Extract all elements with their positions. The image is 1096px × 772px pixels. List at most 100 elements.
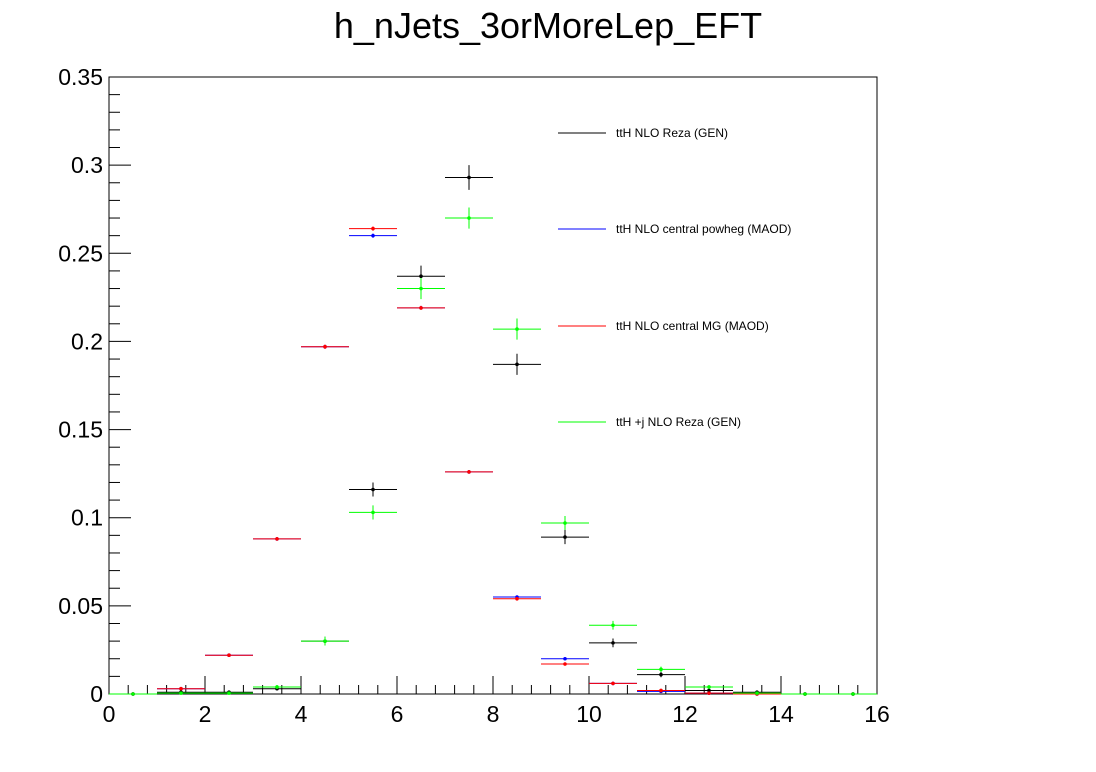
- legend-label: ttH NLO central powheg (MAOD): [616, 222, 791, 236]
- marker: [371, 510, 375, 515]
- series-3: [109, 226, 877, 696]
- marker: [851, 692, 855, 696]
- legend-item: ttH NLO central MG (MAOD): [558, 319, 769, 333]
- marker: [227, 653, 231, 658]
- x-tick-label: 2: [199, 701, 212, 727]
- legend-label: ttH NLO central MG (MAOD): [616, 319, 769, 333]
- data-point: [493, 597, 541, 601]
- series-1: [109, 165, 877, 696]
- marker: [803, 692, 807, 696]
- y-tick-label: 0.25: [58, 240, 103, 266]
- data-point: [157, 691, 205, 695]
- data-point: [445, 165, 493, 190]
- marker: [755, 691, 759, 695]
- x-axis: 0 2 4 6 8 10 12 14 16: [103, 676, 890, 727]
- marker: [707, 691, 711, 695]
- marker: [707, 685, 711, 689]
- data-point: [589, 681, 637, 686]
- marker: [563, 535, 567, 539]
- series-layer: [109, 165, 877, 696]
- data-point: [637, 666, 685, 672]
- marker: [659, 688, 663, 693]
- data-point: [493, 318, 541, 340]
- data-point: [253, 685, 301, 689]
- marker: [275, 685, 279, 689]
- data-point: [589, 638, 637, 648]
- data-point: [541, 530, 589, 545]
- data-point: [445, 470, 493, 474]
- y-axis: 0 0.05 0.1 0.15 0.2 0.25 0.3 0.35: [58, 64, 131, 707]
- x-tick-label: 6: [391, 701, 404, 727]
- data-point: [205, 691, 253, 695]
- data-point: [301, 344, 349, 349]
- data-point: [253, 537, 301, 541]
- data-point: [781, 692, 829, 696]
- data-point: [637, 671, 685, 678]
- x-tick-label: 10: [576, 701, 602, 727]
- x-tick-label: 14: [768, 701, 794, 727]
- marker: [227, 691, 231, 695]
- marker: [371, 226, 375, 231]
- x-tick-label: 16: [864, 701, 890, 727]
- marker: [179, 691, 183, 695]
- marker: [563, 662, 567, 666]
- marker: [419, 274, 423, 279]
- data-point: [349, 482, 397, 497]
- series-4: [109, 207, 877, 696]
- y-tick-label: 0.05: [58, 593, 103, 619]
- x-tick-label: 0: [103, 701, 116, 727]
- marker: [323, 344, 327, 349]
- data-point: [349, 226, 397, 231]
- marker: [131, 692, 135, 696]
- data-point: [541, 515, 589, 531]
- data-point: [157, 686, 205, 691]
- marker: [611, 681, 615, 686]
- marker: [515, 362, 519, 367]
- data-point: [301, 636, 349, 646]
- data-point: [733, 691, 781, 695]
- y-tick-label: 0: [90, 681, 103, 707]
- marker: [371, 487, 375, 492]
- x-tick-label: 4: [295, 701, 308, 727]
- marker: [371, 233, 375, 238]
- data-point: [349, 505, 397, 520]
- y-tick-label: 0.15: [58, 417, 103, 443]
- marker: [515, 597, 519, 601]
- marker: [611, 623, 615, 628]
- data-point: [589, 620, 637, 630]
- marker: [707, 688, 711, 693]
- chart-title: h_nJets_3orMoreLep_EFT: [334, 5, 762, 46]
- data-point: [397, 277, 445, 300]
- data-point: [685, 691, 733, 695]
- series-2: [109, 233, 877, 696]
- y-tick-label: 0.35: [58, 64, 103, 90]
- data-point: [685, 685, 733, 689]
- marker: [659, 667, 663, 672]
- y-tick-label: 0.1: [71, 505, 103, 531]
- data-point: [541, 662, 589, 666]
- data-point: [109, 692, 157, 696]
- marker: [611, 641, 615, 645]
- marker: [179, 686, 183, 691]
- data-point: [445, 207, 493, 229]
- marker: [467, 470, 471, 474]
- marker: [323, 639, 327, 643]
- marker: [563, 521, 567, 525]
- legend-label: ttH +j NLO Reza (GEN): [616, 415, 741, 429]
- x-tick-label: 8: [487, 701, 500, 727]
- data-point: [541, 656, 589, 661]
- legend: ttH NLO Reza (GEN) ttH NLO central powheg…: [558, 126, 791, 429]
- legend-item: ttH +j NLO Reza (GEN): [558, 415, 741, 429]
- marker: [275, 537, 279, 541]
- plot-frame: [108, 76, 878, 695]
- data-point: [349, 233, 397, 238]
- data-point: [205, 653, 253, 658]
- legend-label: ttH NLO Reza (GEN): [616, 126, 728, 140]
- marker: [659, 672, 663, 677]
- y-tick-label: 0.3: [71, 152, 103, 178]
- marker: [467, 216, 471, 220]
- data-point: [637, 688, 685, 693]
- data-point: [493, 353, 541, 375]
- marker: [563, 656, 567, 661]
